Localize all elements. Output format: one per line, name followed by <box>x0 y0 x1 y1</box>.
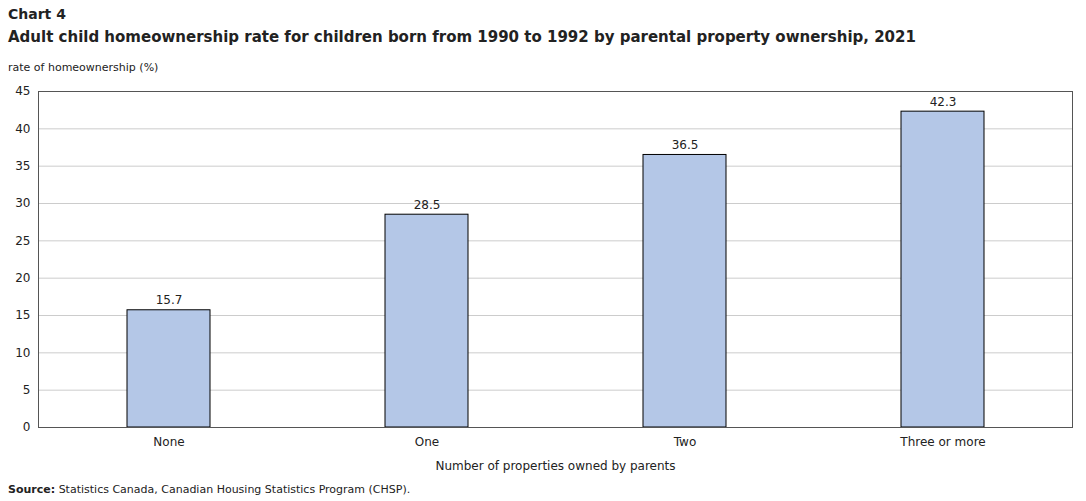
svg-text:28.5: 28.5 <box>414 198 441 212</box>
svg-text:36.5: 36.5 <box>672 138 699 152</box>
svg-text:10: 10 <box>15 346 30 360</box>
svg-text:20: 20 <box>15 271 30 285</box>
svg-text:15.7: 15.7 <box>156 293 183 307</box>
html-text:Adult child homeownership rate: Adult child homeownership rate for child… <box>8 28 916 46</box>
svg-text:Three or more: Three or more <box>899 435 985 449</box>
html-text:Source: Statistics Canada, Can: Source: Statistics Canada, Canadian Hous… <box>8 483 411 496</box>
svg-text:5: 5 <box>23 383 31 397</box>
svg-text:35: 35 <box>15 159 30 173</box>
svg-text:30: 30 <box>15 196 30 210</box>
svg-text:15: 15 <box>15 308 30 322</box>
svg-text:0: 0 <box>23 420 31 434</box>
html-text:rate of homeownership (%): rate of homeownership (%) <box>8 61 159 74</box>
html-text:Chart 4: Chart 4 <box>8 6 66 22</box>
svg-text:One: One <box>415 435 439 449</box>
svg-text:45: 45 <box>15 84 30 98</box>
svg-text:Two: Two <box>673 435 697 449</box>
svg-text:40: 40 <box>15 122 30 136</box>
svg-text:25: 25 <box>15 234 30 248</box>
svg-text:Number of properties owned by: Number of properties owned by parents <box>435 459 675 473</box>
svg-text:42.3: 42.3 <box>930 95 957 109</box>
svg-text:None: None <box>153 435 184 449</box>
